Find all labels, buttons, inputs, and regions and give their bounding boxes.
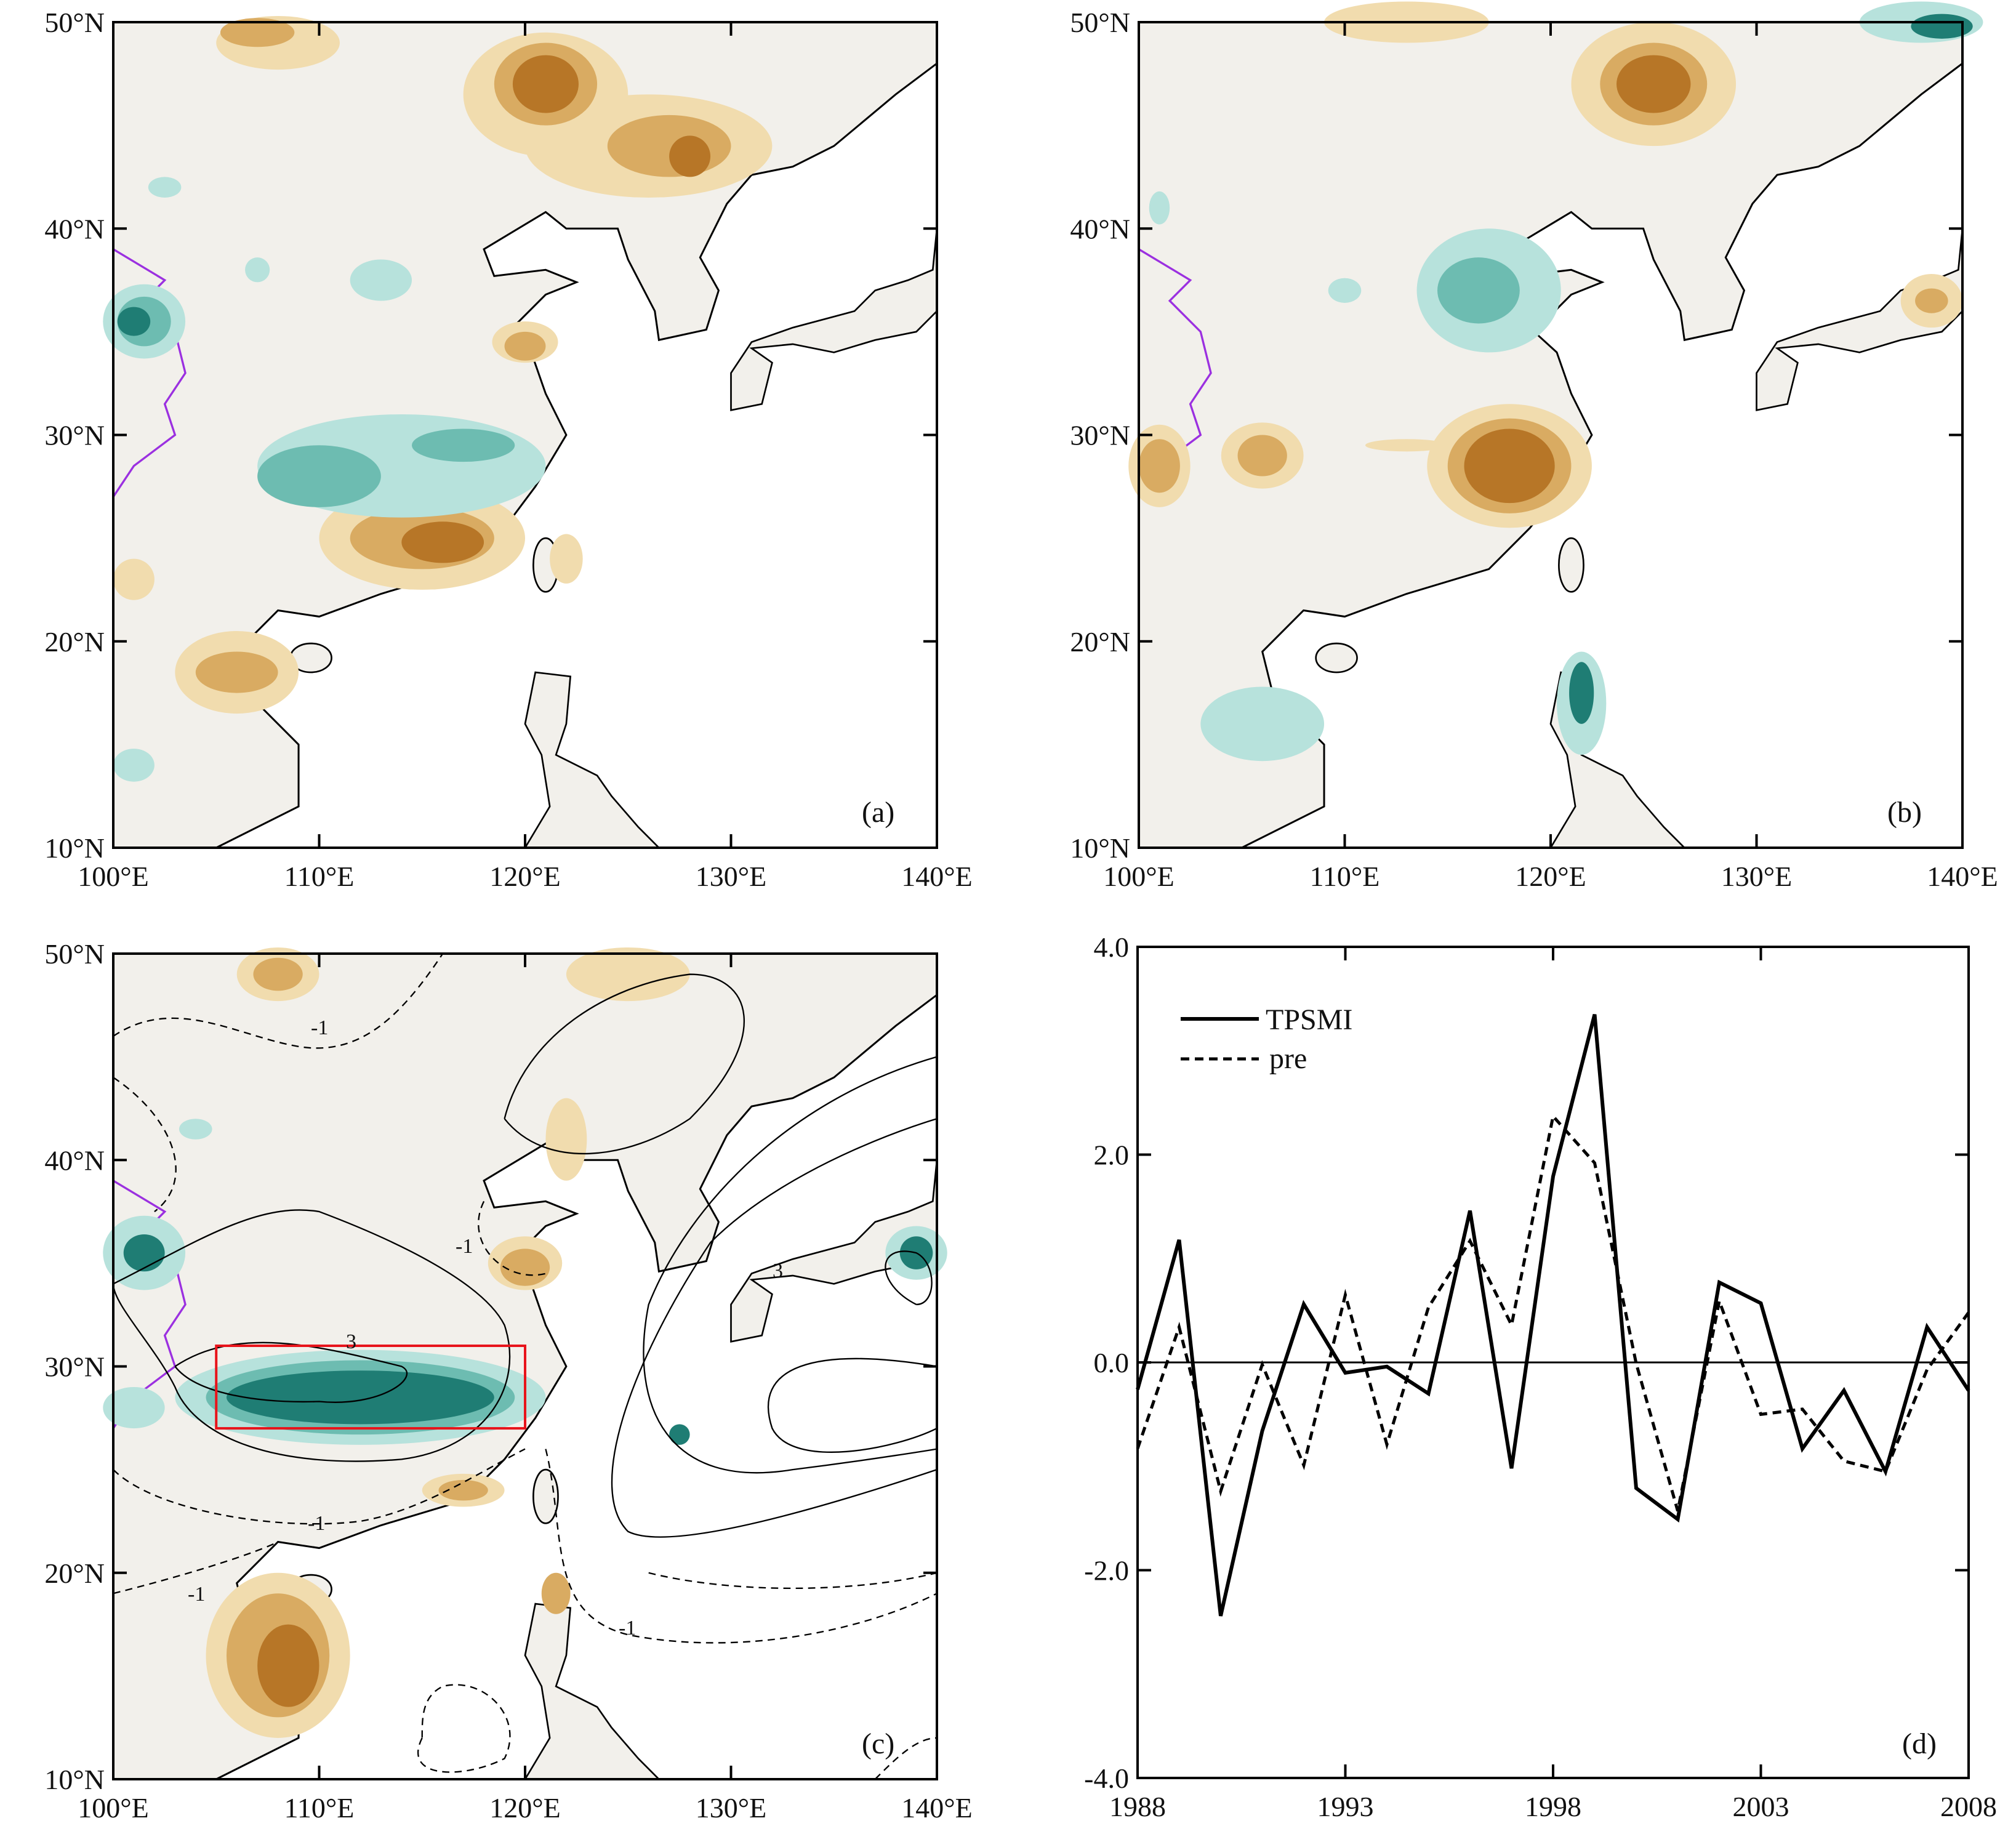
lon-tick-label: 140°E <box>1927 861 1998 892</box>
map-panel-a: (a) <box>103 15 938 849</box>
map-panel-c: -1 3 -1 -1 -1 -1 3 (c) <box>103 947 947 1780</box>
lon-tick-label: 120°E <box>489 1792 561 1824</box>
contour-label: -1 <box>311 1016 328 1039</box>
lon-tick-label: 100°E <box>78 861 149 892</box>
x-tick-label: 2008 <box>1940 1791 1997 1822</box>
lon-tick-label: 110°E <box>1310 861 1380 892</box>
series-line-pre <box>1136 1112 1970 1511</box>
lat-tick-label: 20°N <box>44 1558 105 1589</box>
lat-tick-label: 30°N <box>44 420 105 451</box>
lon-tick-label: 130°E <box>696 1792 767 1824</box>
lat-tick-label: 40°N <box>1070 213 1130 244</box>
lon-tick-label: 110°E <box>284 861 355 892</box>
lat-tick-label: 30°N <box>44 1351 105 1383</box>
panel-label-a: (a) <box>862 796 894 829</box>
lat-tick-label: 30°N <box>1070 420 1130 451</box>
map-panel-b: (b) <box>1128 1 1983 849</box>
y-tick-label: -4.0 <box>1084 1763 1129 1794</box>
lat-tick-label: 10°N <box>1070 832 1130 864</box>
lon-tick-label: 120°E <box>1515 861 1586 892</box>
lat-tick-label: 40°N <box>44 1144 105 1176</box>
lon-tick-label: 130°E <box>696 861 767 892</box>
legend: TPSMI pre <box>1181 1003 1352 1075</box>
panel-label-b: (b) <box>1887 796 1922 829</box>
lat-tick-label: 50°N <box>44 938 105 970</box>
x-tick-label: 1988 <box>1109 1791 1166 1822</box>
lat-tick-label: 10°N <box>44 832 105 864</box>
contour-label: -1 <box>619 1617 636 1639</box>
lat-tick-label: 10°N <box>44 1764 105 1795</box>
lon-tick-label: 110°E <box>284 1792 355 1824</box>
lat-tick-label: 50°N <box>1070 7 1130 38</box>
lon-tick-label: 100°E <box>1103 861 1175 892</box>
lon-tick-label: 140°E <box>901 861 973 892</box>
legend-label-tpsmi: TPSMI <box>1266 1003 1352 1036</box>
contour-label: -1 <box>188 1583 205 1606</box>
legend-label-pre: pre <box>1269 1042 1307 1075</box>
contour-labels: -1 3 -1 -1 -1 -1 3 <box>188 1016 783 1639</box>
y-tick-label: -2.0 <box>1084 1555 1129 1587</box>
contour-label: -1 <box>456 1235 473 1258</box>
panel-label-d: (d) <box>1902 1727 1937 1760</box>
x-tick-label: 1993 <box>1317 1791 1374 1822</box>
lat-tick-label: 50°N <box>44 7 105 38</box>
x-tick-label: 2003 <box>1733 1791 1789 1822</box>
lat-tick-label: 40°N <box>44 213 105 244</box>
x-tick-label: 1998 <box>1525 1791 1581 1822</box>
series-line-tpsmi <box>1136 1013 1970 1617</box>
lon-tick-label: 100°E <box>78 1792 149 1824</box>
lon-tick-label: 120°E <box>489 861 561 892</box>
line-chart-panel-d: 1988 1993 1998 2003 2008 -4.0 -2.0 0.0 2.0 4.0 TP… <box>1084 931 1997 1822</box>
y-tick-label: 0.0 <box>1094 1347 1130 1378</box>
lat-tick-label: 20°N <box>1070 626 1130 658</box>
y-tick-label: 2.0 <box>1094 1140 1130 1171</box>
lon-tick-label: 130°E <box>1721 861 1793 892</box>
panel-label-c: (c) <box>862 1727 894 1760</box>
lat-tick-label: 20°N <box>44 626 105 658</box>
map-axes: 10°N 20°N 30°N 40°N 50°N 100°E 110°E 120°E 130°E… <box>44 7 1998 1824</box>
lon-tick-label: 140°E <box>901 1792 973 1824</box>
contour-label: 3 <box>773 1260 783 1282</box>
y-tick-label: 4.0 <box>1094 931 1130 963</box>
contour-label: -1 <box>308 1512 325 1535</box>
contour-label: 3 <box>346 1330 356 1353</box>
